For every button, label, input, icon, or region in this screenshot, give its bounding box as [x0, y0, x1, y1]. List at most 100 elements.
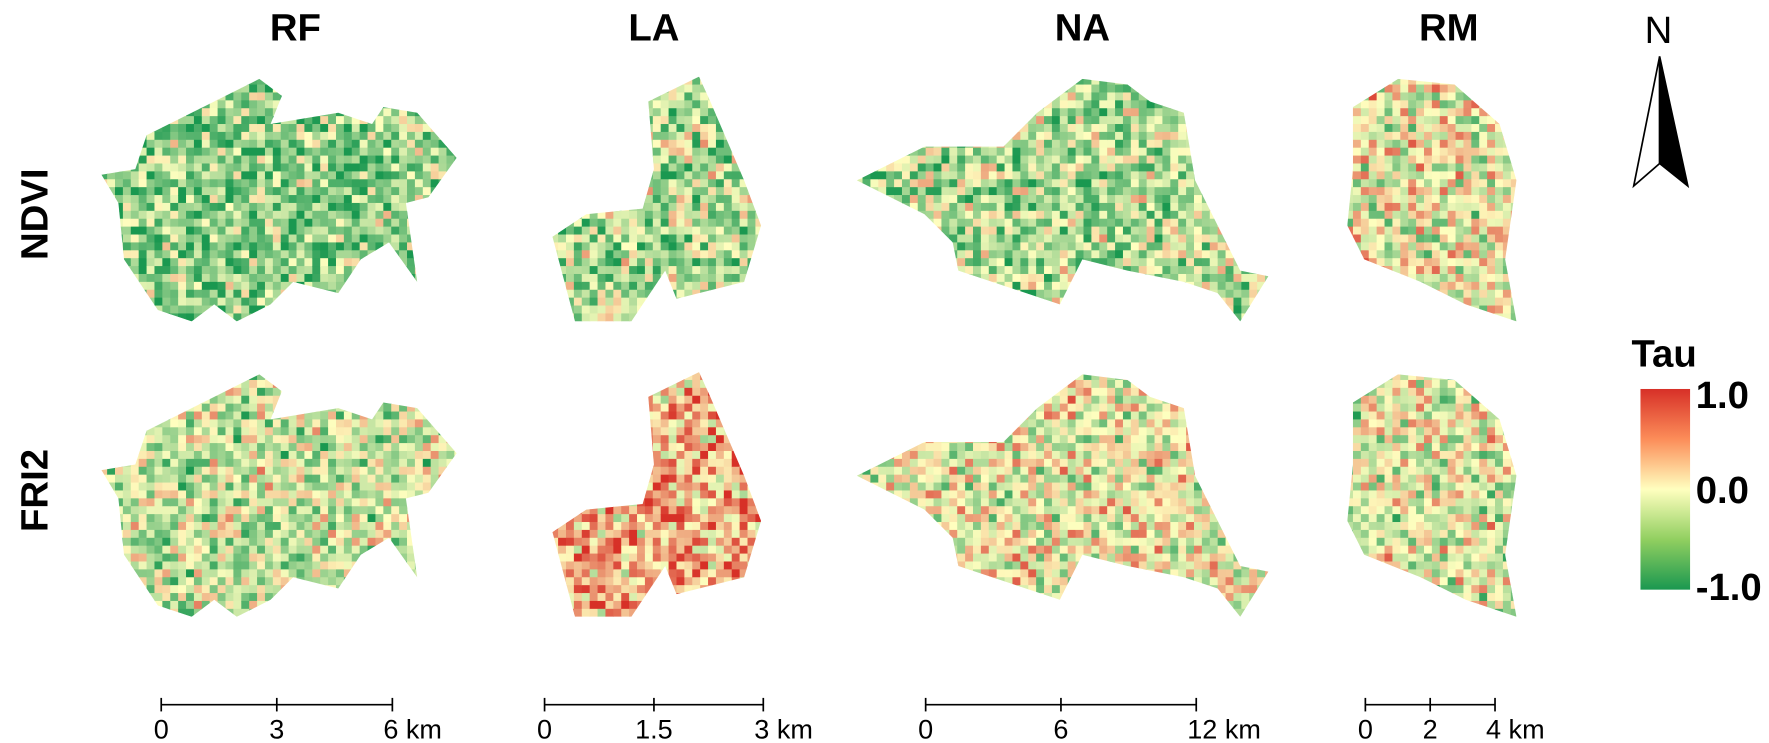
raster-cell [1186, 163, 1194, 171]
raster-cell [210, 321, 218, 329]
raster-cell [870, 171, 878, 179]
raster-cell [431, 242, 439, 250]
raster-cell [863, 187, 871, 195]
raster-cell [1233, 187, 1241, 195]
raster-cell [360, 211, 368, 219]
raster-cell [1028, 148, 1036, 156]
raster-cell [910, 85, 918, 93]
raster-cell [423, 108, 431, 116]
raster-cell [439, 187, 447, 195]
raster-cell [1194, 290, 1202, 298]
raster-cell [1115, 306, 1123, 314]
raster-cell [320, 258, 328, 266]
raster-cell [368, 274, 376, 282]
raster-cell [1257, 266, 1265, 274]
raster-cell [1416, 290, 1424, 298]
raster-cell [878, 156, 886, 164]
raster-cell [139, 388, 147, 396]
raster-cell [415, 187, 423, 195]
raster-cell [1448, 92, 1456, 100]
raster-cell [352, 140, 360, 148]
raster-cell [1091, 290, 1099, 298]
raster-cell [107, 419, 115, 427]
raster-cell [344, 242, 352, 250]
raster-cell [582, 242, 590, 250]
raster-cell [1416, 124, 1424, 132]
raster-cell [273, 282, 281, 290]
raster-cell [368, 250, 376, 258]
raster-cell [957, 282, 965, 290]
raster-cell [1076, 171, 1084, 179]
raster-cell [1400, 124, 1408, 132]
raster-cell [566, 313, 574, 321]
raster-cell [139, 116, 147, 124]
raster-cell [1257, 116, 1265, 124]
raster-cell [99, 538, 107, 546]
raster-cell [139, 108, 147, 116]
raster-cell [289, 187, 297, 195]
raster-cell [941, 219, 949, 227]
raster-cell [902, 163, 910, 171]
raster-cell [431, 306, 439, 314]
map-raster [1345, 77, 1519, 330]
raster-cell [957, 116, 965, 124]
raster-cell [1361, 187, 1369, 195]
raster-cell [1495, 100, 1503, 108]
raster-cell [107, 483, 115, 491]
raster-cell [328, 148, 336, 156]
raster-cell [202, 274, 210, 282]
raster-cell [1456, 92, 1464, 100]
raster-cell [621, 85, 629, 93]
raster-cell [304, 321, 312, 329]
raster-cell [391, 306, 399, 314]
raster-cell [732, 266, 740, 274]
raster-cell [423, 163, 431, 171]
raster-cell [99, 609, 107, 617]
raster-cell [1392, 290, 1400, 298]
raster-cell [1044, 235, 1052, 243]
raster-cell [352, 235, 360, 243]
raster-cell [178, 274, 186, 282]
raster-cell [605, 274, 613, 282]
raster-cell [1424, 258, 1432, 266]
raster-cell [415, 195, 423, 203]
raster-cell [336, 306, 344, 314]
raster-cell [1226, 148, 1234, 156]
raster-cell [590, 266, 598, 274]
raster-cell [716, 163, 724, 171]
raster-cell [281, 187, 289, 195]
raster-cell [1361, 163, 1369, 171]
raster-cell [957, 92, 965, 100]
raster-cell [1471, 92, 1479, 100]
raster-cell [186, 132, 194, 140]
raster-cell [558, 179, 566, 187]
raster-cell [154, 274, 162, 282]
raster-cell [123, 490, 131, 498]
raster-cell [692, 187, 700, 195]
raster-cell [115, 554, 123, 562]
raster-cell [1487, 116, 1495, 124]
raster-cell [115, 585, 123, 593]
raster-cell [653, 100, 661, 108]
raster-cell [1107, 171, 1115, 179]
raster-cell [1257, 100, 1265, 108]
raster-cell [1400, 163, 1408, 171]
raster-cell [886, 211, 894, 219]
raster-cell [1028, 306, 1036, 314]
raster-cell [1432, 163, 1440, 171]
raster-cell [289, 163, 297, 171]
raster-cell [740, 290, 748, 298]
raster-cell [1463, 274, 1471, 282]
raster-cell [902, 321, 910, 329]
raster-cell [590, 140, 598, 148]
raster-cell [1202, 92, 1210, 100]
raster-cell [1155, 85, 1163, 93]
raster-cell [1202, 227, 1210, 235]
raster-cell [949, 242, 957, 250]
raster-cell [241, 242, 249, 250]
raster-cell [115, 617, 123, 625]
raster-cell [289, 258, 297, 266]
raster-cell [99, 530, 107, 538]
raster-cell [981, 179, 989, 187]
raster-cell [423, 235, 431, 243]
